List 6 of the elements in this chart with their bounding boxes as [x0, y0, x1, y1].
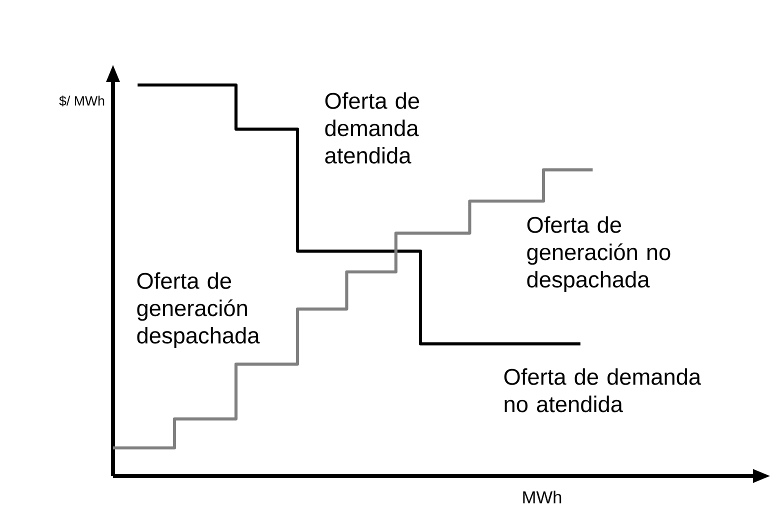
x-axis-title: MWh — [523, 490, 562, 504]
y-axis-title: $/ MWh — [59, 96, 104, 106]
annotation: Oferta de generación no despachada — [527, 216, 670, 292]
annotation: Oferta de generación despachada — [137, 272, 260, 348]
annotation: Oferta de demanda atendida — [325, 92, 420, 164]
annotation: Oferta de demanda no atendida — [504, 368, 702, 412]
